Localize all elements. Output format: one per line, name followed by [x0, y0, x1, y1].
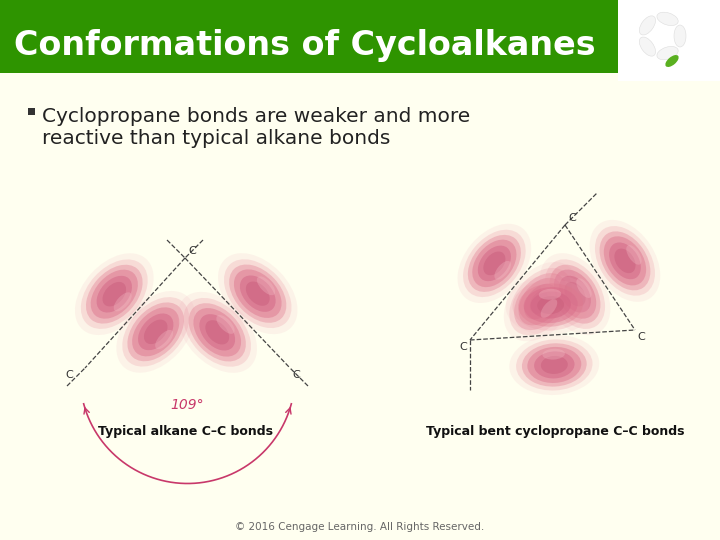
Text: C: C: [66, 370, 73, 380]
Ellipse shape: [81, 259, 148, 329]
Ellipse shape: [468, 235, 521, 292]
Ellipse shape: [509, 268, 572, 335]
Ellipse shape: [518, 278, 563, 326]
Ellipse shape: [156, 330, 173, 349]
Ellipse shape: [657, 12, 678, 25]
Ellipse shape: [559, 276, 591, 313]
Ellipse shape: [541, 356, 568, 374]
Text: C: C: [637, 332, 644, 342]
Text: Conformations of Cycloalkanes: Conformations of Cycloalkanes: [14, 29, 595, 62]
Ellipse shape: [674, 25, 686, 47]
Ellipse shape: [257, 276, 275, 295]
Ellipse shape: [205, 320, 229, 345]
Ellipse shape: [463, 230, 526, 297]
Ellipse shape: [609, 242, 641, 279]
Ellipse shape: [514, 273, 567, 330]
Text: Cyclopropane bonds are weaker and more: Cyclopropane bonds are weaker and more: [42, 107, 470, 126]
Text: C: C: [568, 213, 576, 223]
Ellipse shape: [114, 292, 132, 312]
Ellipse shape: [595, 226, 655, 296]
Text: C: C: [459, 342, 467, 352]
Ellipse shape: [539, 289, 562, 300]
Ellipse shape: [127, 302, 184, 361]
Ellipse shape: [505, 275, 595, 335]
Ellipse shape: [240, 275, 276, 312]
Ellipse shape: [513, 280, 589, 330]
Ellipse shape: [86, 265, 143, 323]
Ellipse shape: [590, 220, 660, 302]
Ellipse shape: [541, 299, 557, 318]
Ellipse shape: [194, 308, 241, 356]
Text: C: C: [292, 370, 300, 380]
Ellipse shape: [504, 262, 577, 341]
Ellipse shape: [483, 252, 505, 275]
Ellipse shape: [564, 282, 585, 306]
Text: Typical bent cyclopropane C–C bonds: Typical bent cyclopropane C–C bonds: [426, 426, 684, 438]
Ellipse shape: [516, 339, 593, 390]
Ellipse shape: [229, 265, 287, 323]
Ellipse shape: [234, 269, 282, 318]
Text: © 2016 Cengage Learning. All Rights Reserved.: © 2016 Cengage Learning. All Rights Rese…: [235, 522, 485, 532]
Ellipse shape: [246, 281, 270, 306]
Ellipse shape: [531, 292, 571, 319]
Text: C: C: [188, 246, 196, 256]
Ellipse shape: [224, 259, 292, 328]
Bar: [28, 108, 35, 115]
Ellipse shape: [576, 278, 592, 298]
Ellipse shape: [523, 287, 577, 323]
Ellipse shape: [189, 303, 246, 361]
Ellipse shape: [665, 55, 679, 67]
Ellipse shape: [495, 261, 511, 280]
Ellipse shape: [138, 313, 174, 350]
Ellipse shape: [626, 245, 642, 265]
Ellipse shape: [102, 282, 126, 306]
Text: 109°: 109°: [171, 398, 204, 412]
Ellipse shape: [117, 291, 195, 373]
Text: reactive than typical alkane bonds: reactive than typical alkane bonds: [42, 129, 390, 148]
Bar: [0, 0, 720, 73]
Ellipse shape: [527, 347, 581, 383]
Ellipse shape: [549, 265, 600, 323]
Ellipse shape: [178, 292, 257, 373]
Ellipse shape: [91, 269, 138, 319]
Ellipse shape: [199, 314, 235, 350]
Ellipse shape: [639, 16, 655, 35]
Ellipse shape: [509, 335, 599, 395]
Ellipse shape: [604, 237, 646, 286]
Ellipse shape: [540, 253, 611, 335]
Ellipse shape: [657, 46, 678, 60]
Ellipse shape: [478, 246, 511, 281]
Ellipse shape: [545, 259, 605, 329]
Ellipse shape: [600, 231, 650, 291]
Ellipse shape: [537, 296, 564, 314]
Ellipse shape: [522, 343, 587, 387]
Ellipse shape: [218, 253, 297, 334]
Ellipse shape: [554, 269, 596, 319]
Ellipse shape: [144, 320, 168, 344]
Ellipse shape: [96, 276, 132, 313]
Ellipse shape: [530, 290, 552, 314]
Ellipse shape: [184, 298, 251, 367]
Ellipse shape: [524, 284, 557, 320]
Ellipse shape: [457, 224, 531, 303]
Ellipse shape: [472, 240, 516, 287]
Ellipse shape: [216, 315, 235, 334]
Ellipse shape: [132, 307, 179, 356]
Ellipse shape: [542, 349, 565, 360]
Text: Typical alkane C–C bonds: Typical alkane C–C bonds: [97, 426, 272, 438]
Bar: [618, 0, 720, 81]
Ellipse shape: [614, 248, 636, 273]
Ellipse shape: [518, 284, 583, 327]
Ellipse shape: [75, 253, 153, 335]
Ellipse shape: [122, 297, 189, 367]
Ellipse shape: [534, 352, 575, 379]
Ellipse shape: [639, 37, 655, 56]
